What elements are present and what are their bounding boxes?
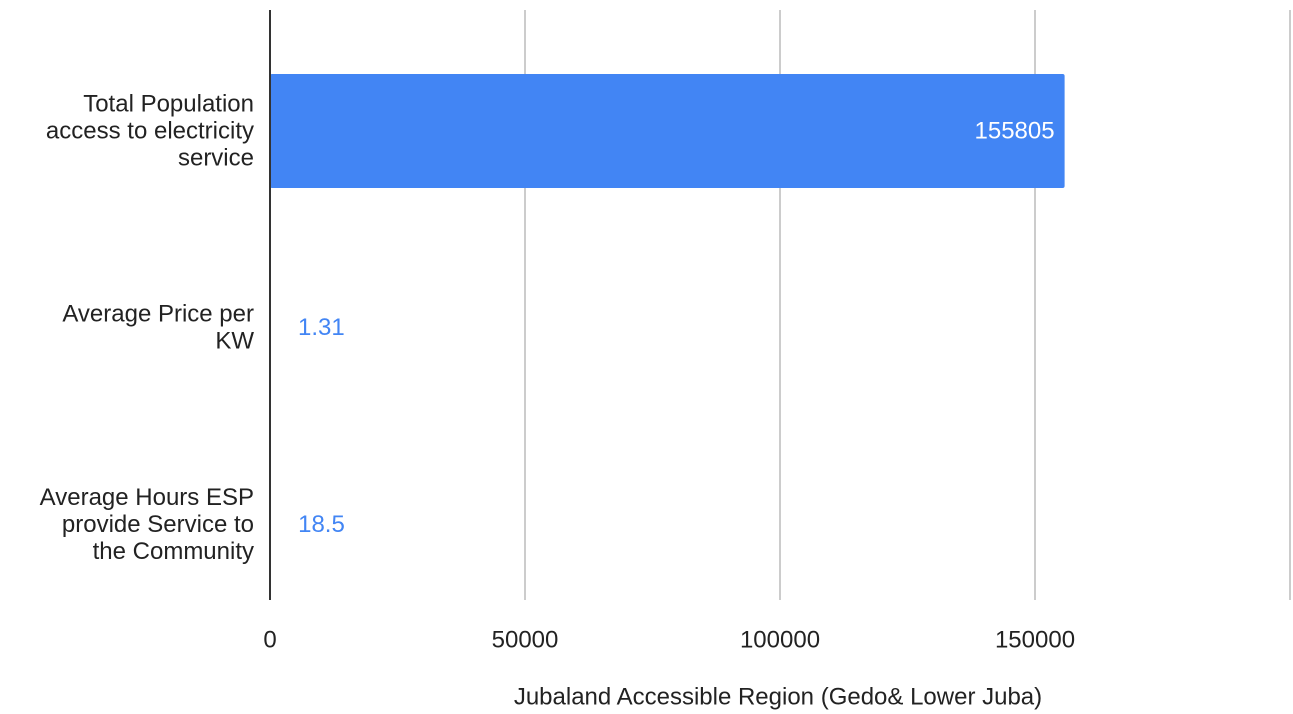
category-label-0: Total Population access to electricity ser… xyxy=(46,91,254,172)
data-labels: 155805 1.31 18.5 xyxy=(298,118,1055,538)
category-label-line: the Community xyxy=(93,538,254,565)
data-label-1: 1.31 xyxy=(298,314,345,341)
category-label-1: Average Price per KW xyxy=(62,301,254,355)
category-label-line: Average Price per xyxy=(62,301,254,328)
x-axis-title: Jubaland Accessible Region (Gedo& Lower … xyxy=(514,684,1042,711)
x-tick-label-2: 100000 xyxy=(740,627,820,654)
x-tick-label-0: 0 xyxy=(263,627,276,654)
x-tick-label-3: 150000 xyxy=(995,627,1075,654)
x-tick-label-1: 50000 xyxy=(492,627,559,654)
category-label-line: Average Hours ESP xyxy=(40,484,254,511)
x-tick-labels: 0 50000 100000 150000 xyxy=(263,627,1075,654)
bar-0 xyxy=(270,74,1065,188)
category-label-line: provide Service to xyxy=(62,511,254,538)
category-label-line: service xyxy=(178,145,254,172)
category-label-line: Total Population xyxy=(83,91,254,118)
category-label-2: Average Hours ESP provide Service to the C… xyxy=(40,484,254,565)
category-label-line: KW xyxy=(215,328,254,355)
data-label-0: 155805 xyxy=(975,118,1055,145)
data-label-2: 18.5 xyxy=(298,511,345,538)
category-labels: Total Population access to electricity ser… xyxy=(40,91,255,565)
bars xyxy=(270,74,1065,582)
category-label-line: access to electricity xyxy=(46,118,254,145)
